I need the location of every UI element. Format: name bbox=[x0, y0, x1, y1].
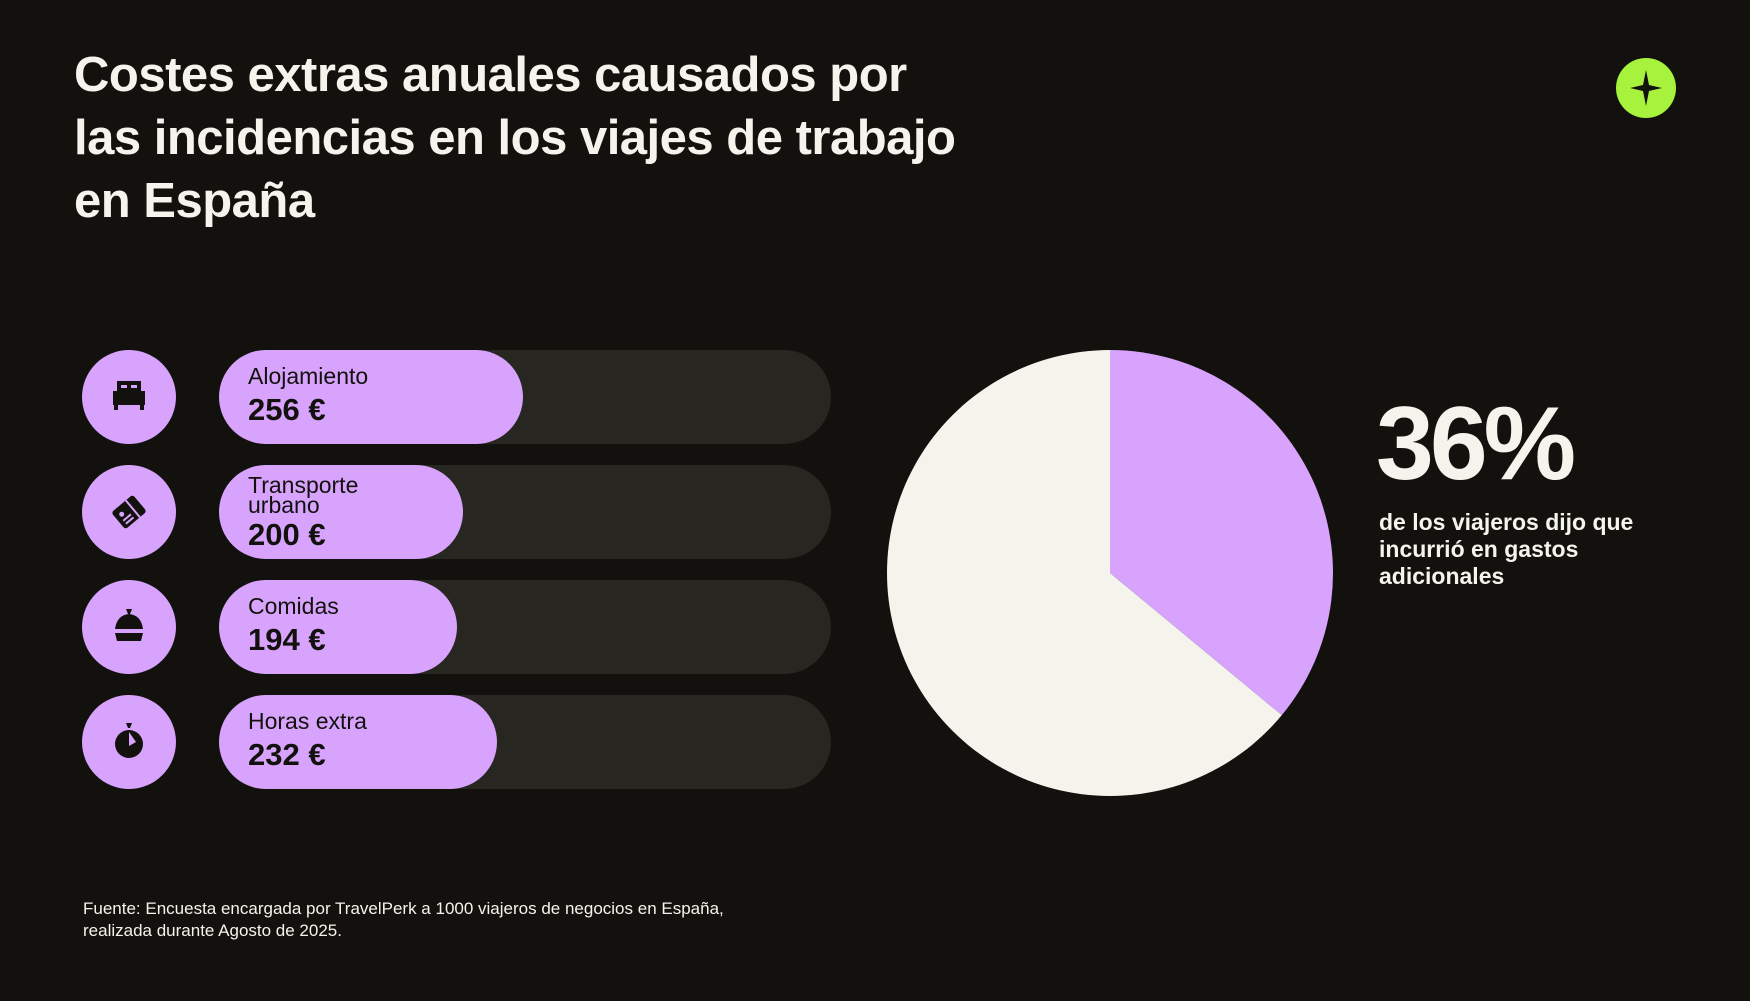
bar-category-label: urbano bbox=[248, 492, 320, 518]
bar-track: Horas extra 232 € bbox=[219, 695, 831, 789]
bar-track: Alojamiento 256 € bbox=[219, 350, 831, 444]
headline-percentage: 36% bbox=[1376, 386, 1576, 502]
bar-value-label: 256 € bbox=[248, 392, 326, 427]
bar-fill bbox=[219, 695, 497, 789]
bar-fill bbox=[219, 465, 463, 559]
bar-fill bbox=[219, 580, 457, 674]
bar-category-label: Alojamiento bbox=[248, 363, 369, 389]
stopwatch-icon-circle bbox=[82, 695, 176, 789]
stopwatch-icon bbox=[115, 723, 143, 758]
bed-icon-circle bbox=[82, 350, 176, 444]
pie-slice bbox=[1110, 350, 1334, 716]
title-line: en España bbox=[74, 174, 315, 228]
footnote-line: realizada durante Agosto de 2025. bbox=[83, 921, 342, 940]
bar-category-label: Transporte bbox=[248, 472, 359, 498]
pie-caption: de los viajeros dijo que incurrió en gas… bbox=[1379, 509, 1659, 590]
caption-line: de los viajeros dijo que bbox=[1379, 509, 1634, 535]
bar-row: Transporte urbano 200 € bbox=[82, 465, 832, 559]
bar-row: Comidas 194 € bbox=[82, 580, 832, 674]
bar-track: Comidas 194 € bbox=[219, 580, 831, 674]
page-title: Costes extras anuales causados por las i… bbox=[74, 44, 956, 233]
bar-fill bbox=[219, 350, 523, 444]
bar-track: Transporte urbano 200 € bbox=[219, 465, 831, 559]
bar-row: Alojamiento 256 € bbox=[82, 350, 832, 444]
food-cloche-icon bbox=[115, 609, 143, 641]
title-line: Costes extras anuales causados por bbox=[74, 48, 907, 102]
bar-value-label: 232 € bbox=[248, 737, 326, 772]
source-footnote: Fuente: Encuesta encargada por TravelPer… bbox=[83, 898, 843, 942]
bar-category-label: Comidas bbox=[248, 593, 339, 619]
caption-line: adicionales bbox=[1379, 563, 1505, 589]
brand-logo bbox=[1616, 58, 1676, 118]
title-line: las incidencias en los viajes de trabajo bbox=[74, 111, 956, 165]
caption-line: incurrió en gastos bbox=[1379, 536, 1579, 562]
bar-category-label: Horas extra bbox=[248, 708, 367, 734]
food-cloche-icon-circle bbox=[82, 580, 176, 674]
bar-value-label: 194 € bbox=[248, 622, 326, 657]
footnote-line: Fuente: Encuesta encargada por TravelPer… bbox=[83, 899, 724, 918]
bar-row: Horas extra 232 € bbox=[82, 695, 832, 789]
bar-value-label: 200 € bbox=[248, 517, 326, 552]
bed-icon bbox=[113, 381, 145, 410]
ticket-icon bbox=[112, 495, 146, 529]
ticket-icon-circle bbox=[82, 465, 176, 559]
pie-slice bbox=[887, 350, 1282, 796]
plus-star-icon bbox=[1630, 70, 1662, 106]
